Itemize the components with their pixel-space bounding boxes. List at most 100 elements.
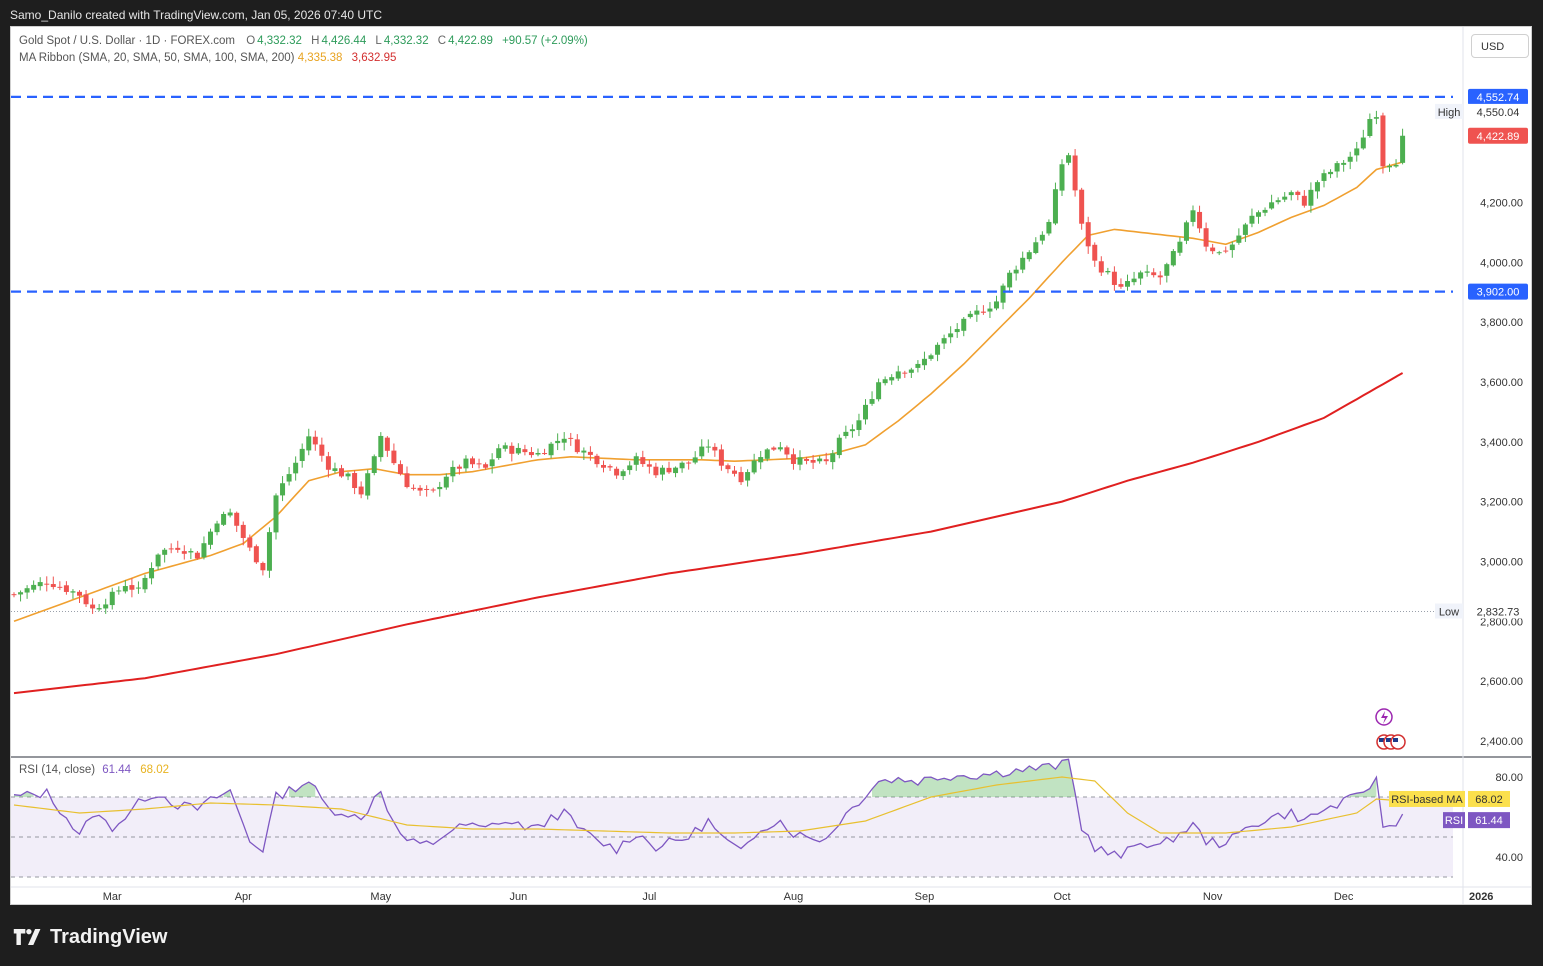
candle-body: [771, 447, 777, 450]
candle-body: [280, 483, 286, 496]
candle-body: [1400, 135, 1406, 163]
symbol-legend: Gold Spot / U.S. Dollar · 1D · FOREX.com…: [19, 35, 594, 47]
candle-body: [784, 447, 790, 455]
candle-body: [1328, 171, 1334, 175]
time-axis-label: Sep: [915, 891, 935, 903]
candle-body: [574, 439, 580, 453]
candle-body: [194, 552, 200, 559]
candle-body: [679, 462, 685, 469]
candle-body: [90, 604, 96, 609]
candle-body: [1098, 261, 1104, 273]
last-price-bg: [1468, 127, 1528, 144]
candle-body: [627, 465, 633, 471]
marker-tag-bg: [1435, 603, 1463, 619]
ma-ribbon-legend[interactable]: MA Ribbon (SMA, 20, SMA, 50, SMA, 100, S…: [19, 52, 396, 64]
time-axis-label: Oct: [1053, 891, 1070, 903]
candle-body: [869, 399, 875, 404]
candle-body: [122, 586, 128, 592]
last-price-label: 4,422.89: [1477, 131, 1520, 143]
open-label: O: [246, 35, 256, 47]
candle-body: [810, 459, 816, 463]
time-axis-label: Apr: [235, 891, 252, 903]
candle-body: [162, 549, 168, 555]
candle-body: [1223, 250, 1229, 252]
currency-button[interactable]: USD: [1471, 34, 1529, 58]
rsi-value-label: 61.44: [1475, 815, 1503, 827]
candle-body: [1387, 165, 1392, 168]
candle-body: [430, 489, 436, 491]
candle-body: [607, 466, 613, 468]
candle-body: [1020, 257, 1026, 270]
chart-canvas[interactable]: 2,400.00 2,600.00 2,800.00 3,000.00 3,200.00…: [11, 27, 1531, 904]
candle-body: [1393, 164, 1399, 167]
candle-body: [594, 455, 600, 465]
candle-body: [935, 344, 941, 355]
candle-body: [876, 382, 882, 400]
candle-body: [201, 543, 207, 558]
candle-body: [535, 452, 541, 455]
symbol-title[interactable]: Gold Spot / U.S. Dollar · 1D · FOREX.com: [19, 35, 236, 47]
candle-body: [980, 311, 986, 313]
candle-body: [325, 456, 331, 470]
candle-body: [830, 453, 836, 463]
candle-body: [168, 548, 174, 550]
candle-body: [417, 487, 423, 491]
rsi-line: [13, 758, 1404, 860]
candle-body: [843, 431, 849, 437]
candle-body: [116, 590, 122, 592]
candle-body: [483, 464, 489, 468]
price-tick-label: 3,200.00: [1480, 497, 1523, 509]
candle-body: [1308, 189, 1314, 206]
candle-body: [135, 587, 141, 589]
candle-body: [299, 448, 305, 462]
candle-body: [804, 458, 810, 461]
candle-body: [889, 377, 895, 381]
lightning-icon: [1375, 708, 1393, 726]
candle-body: [797, 457, 803, 465]
candle-body: [57, 586, 63, 588]
candle-body: [1079, 189, 1085, 224]
candle-body: [1360, 137, 1366, 149]
candle-body: [234, 512, 240, 526]
chart-frame[interactable]: 2,400.00 2,600.00 2,800.00 3,000.00 3,200.00…: [10, 26, 1532, 905]
candle-body: [1000, 285, 1006, 303]
sma200-line: [13, 372, 1404, 695]
candle-body: [1013, 269, 1019, 274]
candle-body: [175, 547, 181, 550]
us-flag-canton-icon: [1379, 738, 1384, 742]
candle-body: [863, 404, 868, 420]
candle-body: [699, 446, 705, 457]
candle-body: [31, 584, 37, 590]
rsi-tag-bg: [1443, 812, 1465, 829]
candle-body: [673, 467, 679, 474]
candle-body: [725, 465, 731, 470]
candle-body: [286, 474, 292, 482]
candle-body: [181, 551, 187, 554]
candle-body: [1295, 191, 1301, 195]
candle-body: [1321, 173, 1327, 181]
candle-body: [411, 487, 417, 489]
low-label: L: [375, 35, 382, 47]
candle-body: [142, 577, 148, 590]
price-tick-label: 3,800.00: [1480, 317, 1523, 329]
candle-body: [764, 449, 770, 459]
candle-body: [1085, 222, 1091, 247]
candle-body: [948, 333, 954, 338]
candle-body: [1164, 264, 1170, 276]
candle-body: [1125, 281, 1130, 287]
low-value: 4,332.32: [383, 35, 429, 47]
ma-ribbon-value-sma200: 3,632.95: [351, 52, 397, 64]
level-price-label: 3,902.00: [1477, 287, 1520, 299]
candle-body: [266, 532, 272, 571]
time-axis-label: May: [370, 891, 391, 903]
close-label: C: [437, 35, 447, 47]
candle-body: [345, 473, 351, 477]
candle-body: [149, 568, 155, 579]
candle-body: [581, 450, 587, 453]
rsi-legend[interactable]: RSI (14, close) 61.44 68.02: [19, 764, 169, 776]
candle-body: [548, 443, 554, 456]
candle-body: [666, 467, 672, 473]
candle-body: [1275, 200, 1281, 203]
tradingview-logo[interactable]: TradingView: [12, 924, 167, 950]
candle-body: [705, 446, 711, 448]
